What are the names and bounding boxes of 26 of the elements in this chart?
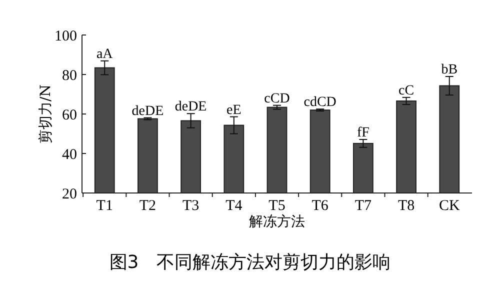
y-tick-label: 80 xyxy=(62,68,77,84)
y-tick-label: 40 xyxy=(62,146,77,163)
x-axis-title: 解冻方法 xyxy=(249,214,305,230)
x-tick-label: T1 xyxy=(96,198,113,214)
data-label: cC xyxy=(398,83,414,98)
x-tick-label: CK xyxy=(438,198,460,214)
x-tick-label: T2 xyxy=(139,198,156,214)
x-tick-label: T5 xyxy=(268,198,286,214)
y-tick-label: 100 xyxy=(54,28,77,44)
data-label: cCD xyxy=(264,91,290,106)
data-label: eE xyxy=(226,102,242,118)
data-label: deDE xyxy=(132,104,164,119)
y-tick-label: 20 xyxy=(62,186,77,202)
data-label: bB xyxy=(441,62,458,78)
y-axis-title: 剪切力/N xyxy=(38,84,54,144)
data-label: cdCD xyxy=(304,95,336,110)
x-tick-label: T4 xyxy=(226,198,243,214)
x-tick-label: T7 xyxy=(354,198,372,214)
data-label: fF xyxy=(356,125,370,140)
caption: 图3 不同解冻方法对剪切力的影响 xyxy=(109,252,391,273)
x-tick-label: T6 xyxy=(312,198,329,214)
y-tick-label: 60 xyxy=(62,107,77,124)
x-tick-label: T3 xyxy=(182,198,200,214)
data-label: deDE xyxy=(174,100,207,115)
x-tick-label: T8 xyxy=(398,198,415,214)
data-label: aA xyxy=(96,46,114,62)
